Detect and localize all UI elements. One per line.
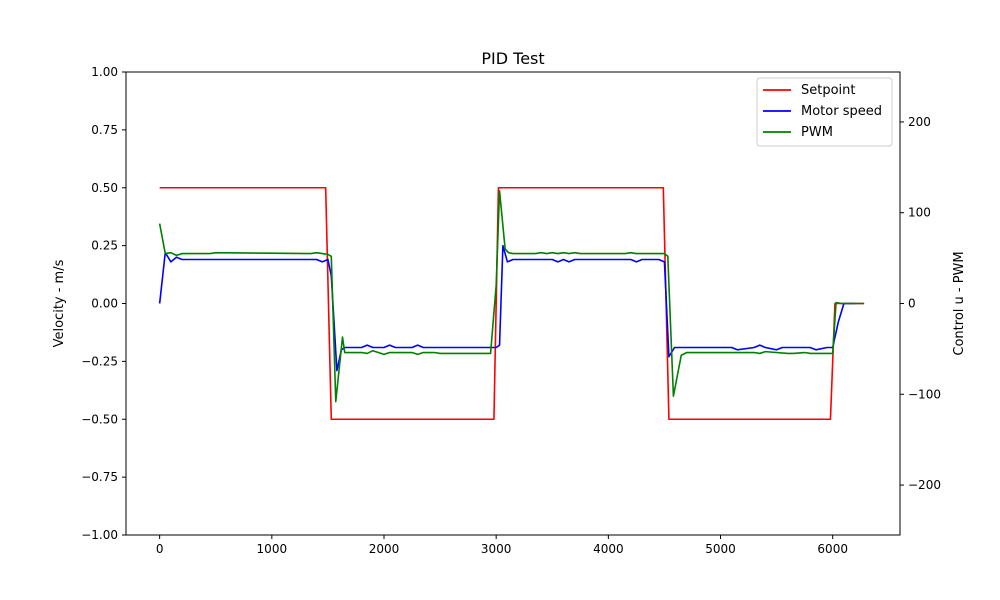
series-layer: [158, 186, 865, 421]
legend-box: [756, 77, 893, 147]
series-line-setpoint: [159, 186, 865, 421]
y-tick-label-left: −0.50: [81, 412, 118, 426]
chart-title: PID Test: [481, 49, 544, 68]
y-axis-left: −1.00 −0.75 −0.50 −0.25 0.00 0.25 0.50 0.75 1.00: [81, 65, 126, 542]
x-tick-label: 6000: [817, 542, 848, 556]
y-tick-label-left: −1.00: [81, 528, 118, 542]
y-tick-label-left: 1.00: [91, 65, 118, 79]
series-line-motor-speed: [158, 244, 856, 372]
y-tick-label-left: −0.75: [81, 470, 118, 484]
y-tick-label-right: −200: [908, 478, 941, 492]
y-tick-label-left: 0.00: [91, 297, 118, 311]
x-axis: 0 1000 2000 3000 4000 5000 6000: [156, 535, 848, 556]
y-tick-label-right: 200: [908, 115, 931, 129]
y-tick-label-right: 100: [908, 206, 931, 220]
y-axis-right: −200 −100 0 100 200: [900, 115, 941, 492]
legend-label: Motor speed: [801, 104, 882, 119]
series-line-pwm: [158, 190, 865, 403]
y-tick-label-right: 0: [908, 297, 916, 311]
x-tick-label: 1000: [257, 542, 288, 556]
y-axis-label-left: Velocity - m/s: [52, 259, 67, 347]
x-tick-label: 3000: [481, 542, 512, 556]
legend: Setpoint Motor speed PWM: [756, 77, 893, 147]
x-tick-label: 5000: [705, 542, 736, 556]
y-tick-label-right: −100: [908, 387, 941, 401]
y-tick-label-left: −0.25: [81, 354, 118, 368]
legend-label: PWM: [801, 125, 833, 140]
legend-label: Setpoint: [801, 83, 856, 98]
y-axis-label-right: Control u - PWM: [952, 251, 967, 355]
y-tick-label-left: 0.25: [91, 239, 118, 253]
x-tick-label: 2000: [369, 542, 400, 556]
y-tick-label-left: 0.75: [91, 123, 118, 137]
x-tick-label: 4000: [593, 542, 624, 556]
x-tick-label: 0: [156, 542, 164, 556]
y-tick-label-left: 0.50: [91, 181, 118, 195]
